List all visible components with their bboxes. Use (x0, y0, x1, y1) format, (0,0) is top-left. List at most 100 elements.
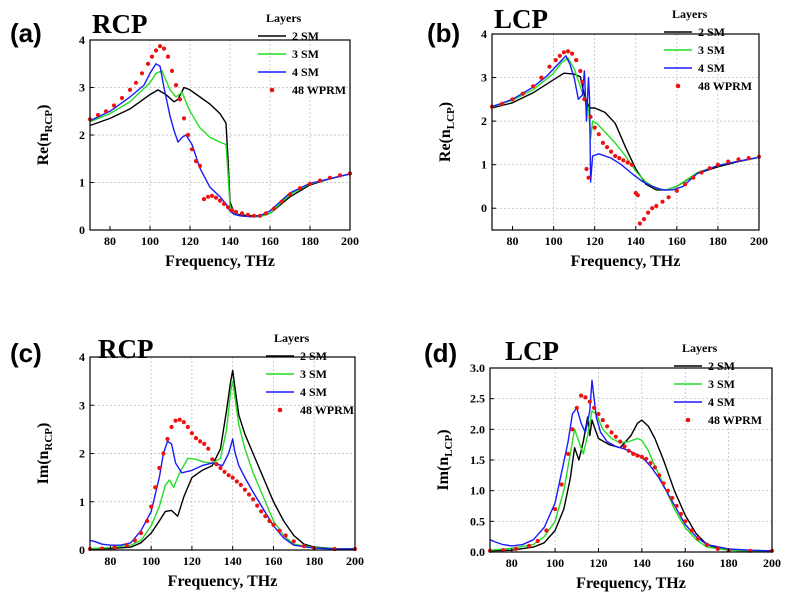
series-line-3-sm (489, 410, 772, 552)
x-tick-label: 140 (221, 234, 239, 248)
data-point-48-wprm (226, 473, 231, 478)
chart-panel-1: 80 100 120 140 160 180 200 0 1 2 3 4 Frequency, THz R… (10, 9, 359, 270)
x-tick-label: 100 (545, 234, 563, 248)
data-point-48-wprm (704, 542, 710, 547)
panel-title: RCP (98, 334, 154, 364)
y-tick-label: 3 (481, 71, 487, 85)
data-point-48-wprm (124, 543, 129, 548)
legend-title: Layers (672, 7, 708, 21)
legend-swatch (269, 87, 275, 93)
data-point-48-wprm (209, 193, 215, 198)
data-point-48-wprm (613, 434, 618, 439)
x-axis-title: Frequency, THz (168, 573, 278, 590)
data-point-48-wprm (604, 145, 610, 150)
data-point-48-wprm (238, 482, 243, 487)
y-tick-label: 1.0 (470, 484, 485, 498)
data-point-48-wprm (635, 193, 640, 198)
data-point-48-wprm (510, 97, 515, 102)
x-tick-label: 160 (264, 554, 282, 568)
data-point-48-wprm (185, 132, 191, 138)
data-point-48-wprm (592, 125, 597, 130)
data-point-48-wprm (605, 424, 610, 429)
data-point-48-wprm (617, 156, 622, 161)
data-point-48-wprm (584, 166, 589, 172)
data-point-48-wprm (648, 461, 653, 466)
data-point-48-wprm (221, 201, 227, 206)
data-point-48-wprm (139, 71, 145, 76)
data-point-48-wprm (205, 194, 211, 199)
data-point-48-wprm (674, 503, 679, 509)
data-point-48-wprm (181, 420, 186, 425)
data-point-48-wprm (222, 469, 227, 474)
y-tick-label: 3 (79, 81, 85, 95)
data-point-48-wprm (161, 451, 166, 456)
data-point-48-wprm (715, 162, 721, 167)
data-point-48-wprm (239, 211, 245, 216)
y-tick-label: 1.5 (470, 453, 485, 467)
y-tick-label: 2 (79, 447, 85, 461)
legend-title: Layers (682, 341, 718, 355)
data-point-48-wprm (213, 195, 219, 200)
x-tick-label: 140 (633, 556, 651, 570)
y-axis-title: Re(nLCP) (437, 102, 457, 162)
series-line-3-sm (89, 380, 356, 550)
data-point-48-wprm (257, 213, 263, 218)
data-point-48-wprm (193, 436, 199, 441)
data-point-48-wprm (214, 462, 219, 467)
data-point-48-wprm (596, 132, 601, 137)
legend: Layers 2 SM 3 SM 4 SM 48 WPRM (674, 341, 762, 427)
data-point-48-wprm (625, 160, 630, 165)
data-point-48-wprm (277, 528, 282, 533)
data-point-48-wprm (609, 149, 614, 154)
data-point-48-wprm (678, 511, 684, 517)
data-point-48-wprm (696, 536, 701, 541)
y-tick-label: 0 (79, 223, 85, 237)
x-tick-label: 100 (546, 556, 564, 570)
x-tick-label: 120 (589, 556, 607, 570)
series-line-4-sm (491, 55, 760, 191)
data-point-48-wprm (255, 503, 260, 508)
data-point-48-wprm (657, 473, 662, 478)
data-point-48-wprm (127, 87, 133, 92)
x-tick-label: 200 (346, 554, 364, 568)
data-point-48-wprm (111, 103, 117, 108)
data-point-48-wprm (189, 431, 194, 436)
data-point-48-wprm (153, 48, 159, 53)
x-tick-label: 180 (709, 234, 727, 248)
data-point-48-wprm (674, 188, 679, 193)
data-point-48-wprm (263, 211, 269, 216)
panel-label: (c) (10, 338, 42, 368)
data-point-48-wprm (119, 95, 125, 101)
legend-entry: 4 SM (300, 385, 327, 399)
data-point-48-wprm (626, 448, 631, 453)
data-point-48-wprm (217, 198, 223, 203)
legend-swatch (675, 83, 681, 89)
data-point-48-wprm (112, 545, 117, 550)
data-point-48-wprm (579, 393, 584, 398)
data-point-48-wprm (245, 212, 251, 217)
data-point-48-wprm (267, 518, 272, 524)
data-point-48-wprm (596, 411, 601, 417)
data-point-48-wprm (202, 441, 207, 446)
data-point-48-wprm (600, 418, 605, 423)
data-point-48-wprm (210, 457, 215, 462)
x-tick-label: 180 (301, 234, 319, 248)
legend-entry: 3 SM (708, 377, 735, 391)
data-point-48-wprm (259, 509, 264, 514)
series-line-4-sm (89, 438, 355, 550)
y-tick-label: 4 (79, 33, 85, 47)
x-tick-label: 120 (183, 554, 201, 568)
x-tick-label: 80 (104, 234, 116, 248)
data-point-48-wprm (621, 158, 626, 163)
data-point-48-wprm (570, 51, 575, 56)
data-point-48-wprm (500, 548, 506, 553)
data-point-48-wprm (138, 531, 144, 536)
y-tick-label: 1 (79, 495, 85, 509)
data-point-48-wprm (588, 114, 593, 119)
data-point-48-wprm (251, 497, 256, 502)
data-point-48-wprm (145, 61, 151, 66)
data-point-48-wprm (574, 405, 579, 410)
chart-panel-3: 80 100 120 140 160 180 200 0 1 2 3 4 Frequency, THz I… (10, 331, 364, 590)
data-point-48-wprm (586, 175, 591, 180)
